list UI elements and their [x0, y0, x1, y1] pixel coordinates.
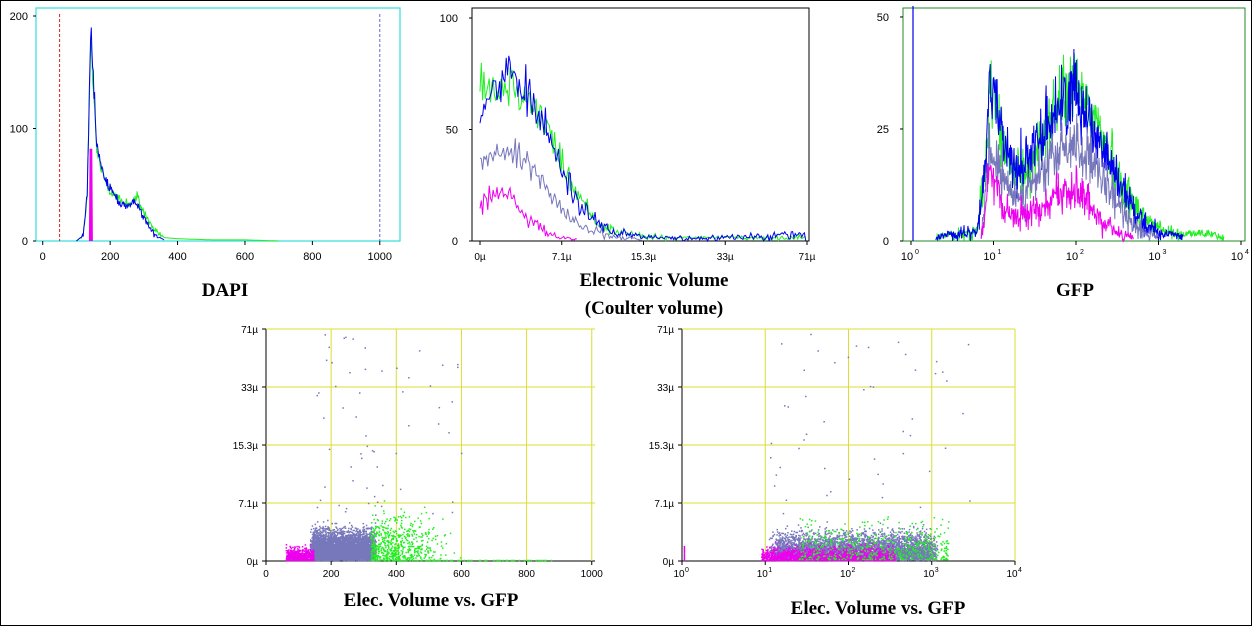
dapi-y-tick-label: 0: [22, 236, 28, 248]
scatter2-x-tick-exponent: 2: [852, 567, 856, 574]
scatter2-caption: Elec. Volume vs. GFP: [791, 598, 966, 619]
ev-y-tick-label: 50: [446, 125, 458, 137]
scatter1-points-slate: [309, 334, 463, 562]
ev-series-slate: [479, 138, 643, 243]
gfp-x-tick-label: 10: [1231, 251, 1243, 263]
gfp-x-tick-exponent: 3: [1163, 249, 1167, 256]
ev-y-tick-label: 100: [440, 13, 458, 25]
ev-caption-line2: (Coulter volume): [585, 298, 723, 319]
gfp-x-tick-exponent: 1: [998, 249, 1002, 256]
dapi-x-tick-label: 200: [101, 251, 119, 263]
scatter2-x-tick-label: 10: [757, 569, 769, 580]
scatter1-points-magenta: [285, 543, 315, 562]
dapi-series-blue: [76, 27, 165, 242]
gfp-x-tick-label: 10: [1148, 251, 1160, 263]
gfp-y-tick-label: 25: [877, 124, 889, 136]
scatter2-points-slate: [768, 333, 971, 562]
scatter2-x-tick-exponent: 4: [1018, 567, 1022, 574]
scatter1-x-tick-label: 400: [388, 569, 405, 580]
scatter2-y-tick-label: 15.3µ: [649, 441, 674, 452]
scatter1-y-tick-label: 15.3µ: [233, 441, 258, 452]
scatter2-y-tick-label: 71µ: [657, 325, 674, 336]
dapi-x-tick-label: 600: [236, 251, 254, 263]
gfp-series-magenta: [980, 163, 1135, 243]
gfp-series-green: [935, 53, 1225, 242]
scatter1-x-tick-label: 1000: [581, 569, 604, 580]
gfp-series-slate: [980, 113, 1159, 242]
scatter1-plot: 0µ 7.1µ 15.3µ 33µ 71µ 0 200 400 600 800 1000: [233, 325, 604, 580]
ev-series-magenta: [479, 185, 577, 241]
scatter2-x-tick-label: 10: [673, 569, 685, 580]
dapi-series-green: [76, 41, 279, 242]
ev-y-tick-label: 0: [452, 236, 458, 248]
ev-x-tick-label: 0µ: [474, 252, 486, 263]
ev-x-tick-label: 33µ: [717, 252, 734, 263]
ev-x-tick-label: 15.3µ: [631, 252, 656, 263]
gfp-y-tick-label: 50: [877, 12, 889, 24]
dapi-x-tick-label: 800: [303, 251, 321, 263]
ev-series-blue: [479, 55, 807, 243]
ev-plot-frame: [471, 7, 810, 242]
scatter2-x-tick-exponent: 0: [685, 567, 689, 574]
ev-x-tick-label: 71µ: [799, 252, 816, 263]
scatter1-y-tick-label: 33µ: [241, 383, 258, 394]
ev-caption-line1: Electronic Volume: [579, 270, 728, 291]
scatter1-caption: Elec. Volume vs. GFP: [344, 590, 519, 611]
scatter2-y-tick-label: 33µ: [657, 383, 674, 394]
scatter1-x-tick-label: 800: [518, 569, 535, 580]
scatter1-x-tick-label: 600: [453, 569, 470, 580]
dapi-x-tick-label: 1000: [368, 251, 392, 263]
dapi-caption: DAPI: [202, 280, 248, 301]
gfp-series-blue: [935, 48, 1184, 242]
gfp-y-tick-label: 0: [883, 236, 889, 248]
scatter2-points-magenta: [683, 541, 896, 562]
gfp-x-tick-label: 10: [1066, 251, 1078, 263]
scatter2-x-tick-label: 10: [1006, 569, 1018, 580]
gfp-x-tick-exponent: 0: [915, 249, 919, 256]
ev-series-green: [479, 62, 807, 243]
dapi-y-tick-label: 200: [10, 11, 28, 23]
gfp-x-tick-label: 10: [901, 251, 913, 263]
scatter1-points-green: [370, 500, 553, 562]
gfp-caption: GFP: [1056, 280, 1094, 301]
scatter2-x-tick-exponent: 3: [935, 567, 939, 574]
gfp-x-tick-exponent: 2: [1080, 249, 1084, 256]
scatter2-points-green: [798, 516, 950, 561]
dapi-y-tick-label: 100: [10, 124, 28, 136]
scatter1-y-tick-label: 7.1µ: [238, 499, 258, 510]
scatter2-x-tick-label: 10: [923, 569, 935, 580]
dapi-plot-frame: [35, 7, 401, 242]
gfp-x-tick-exponent: 4: [1245, 249, 1249, 256]
dapi-series-magenta: [88, 148, 93, 242]
scatter1-y-tick-label: 0µ: [247, 557, 259, 568]
gfp-plot-frame: [902, 7, 1246, 242]
scatter1-x-tick-label: 0: [263, 569, 269, 580]
scatter2-x-tick-exponent: 1: [768, 567, 772, 574]
scatter2-x-tick-label: 10: [840, 569, 852, 580]
scatter1-y-tick-label: 71µ: [241, 325, 258, 336]
scatter1-x-tick-label: 200: [323, 569, 340, 580]
ev-x-tick-label: 7.1µ: [552, 252, 572, 263]
dapi-x-tick-label: 400: [168, 251, 186, 263]
scatter2-y-tick-label: 7.1µ: [654, 499, 674, 510]
dapi-x-tick-label: 0: [40, 251, 46, 263]
scatter2-y-tick-label: 0µ: [663, 557, 675, 568]
gfp-x-tick-label: 10: [983, 251, 995, 263]
